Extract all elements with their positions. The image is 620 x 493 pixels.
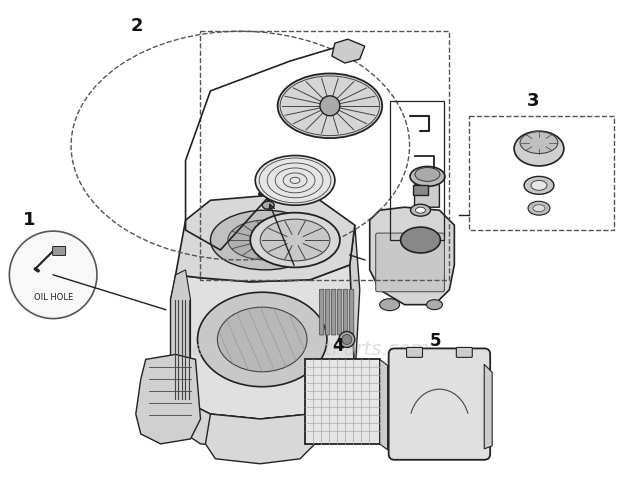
FancyBboxPatch shape	[456, 348, 472, 357]
FancyBboxPatch shape	[349, 289, 354, 335]
Polygon shape	[205, 414, 315, 464]
Ellipse shape	[520, 132, 558, 153]
Polygon shape	[170, 265, 355, 419]
Text: 3: 3	[527, 92, 539, 110]
Ellipse shape	[218, 307, 307, 372]
Circle shape	[342, 335, 352, 345]
Bar	[469, 116, 614, 230]
Text: OIL HOLE: OIL HOLE	[33, 293, 73, 302]
Polygon shape	[175, 195, 355, 282]
Text: 1: 1	[24, 211, 36, 229]
Ellipse shape	[533, 205, 545, 211]
FancyBboxPatch shape	[389, 349, 490, 460]
Polygon shape	[415, 178, 440, 207]
Text: 5: 5	[430, 332, 441, 351]
FancyBboxPatch shape	[407, 348, 422, 357]
FancyBboxPatch shape	[343, 289, 348, 335]
FancyBboxPatch shape	[326, 289, 330, 335]
Text: 2: 2	[131, 17, 143, 35]
Bar	[389, 101, 445, 240]
Ellipse shape	[278, 73, 382, 138]
Ellipse shape	[410, 204, 430, 216]
Ellipse shape	[228, 220, 303, 260]
Ellipse shape	[415, 168, 440, 181]
Ellipse shape	[531, 180, 547, 190]
Ellipse shape	[401, 227, 440, 253]
Polygon shape	[166, 379, 355, 449]
FancyBboxPatch shape	[332, 289, 336, 335]
Bar	[305, 359, 379, 444]
Ellipse shape	[514, 131, 564, 166]
Text: 4: 4	[332, 337, 343, 355]
Polygon shape	[332, 39, 365, 63]
Ellipse shape	[198, 292, 327, 387]
FancyBboxPatch shape	[412, 185, 428, 195]
Ellipse shape	[250, 212, 340, 267]
Polygon shape	[315, 225, 360, 404]
Ellipse shape	[415, 207, 425, 213]
Ellipse shape	[255, 155, 335, 205]
Ellipse shape	[524, 176, 554, 194]
Ellipse shape	[262, 201, 274, 209]
Ellipse shape	[260, 219, 330, 261]
Polygon shape	[170, 270, 190, 414]
Circle shape	[320, 96, 340, 116]
FancyBboxPatch shape	[337, 289, 342, 335]
Ellipse shape	[528, 201, 550, 215]
Circle shape	[9, 231, 97, 318]
Bar	[200, 31, 450, 280]
Polygon shape	[136, 354, 200, 444]
Ellipse shape	[210, 210, 320, 270]
FancyBboxPatch shape	[53, 246, 66, 255]
Polygon shape	[484, 364, 492, 449]
Polygon shape	[370, 207, 454, 305]
Ellipse shape	[427, 300, 443, 310]
Text: eReplacementParts.com: eReplacementParts.com	[191, 340, 429, 359]
Polygon shape	[379, 359, 388, 450]
Ellipse shape	[410, 167, 445, 186]
Circle shape	[339, 331, 355, 348]
Ellipse shape	[379, 299, 400, 311]
FancyBboxPatch shape	[376, 233, 445, 292]
FancyBboxPatch shape	[319, 289, 324, 335]
